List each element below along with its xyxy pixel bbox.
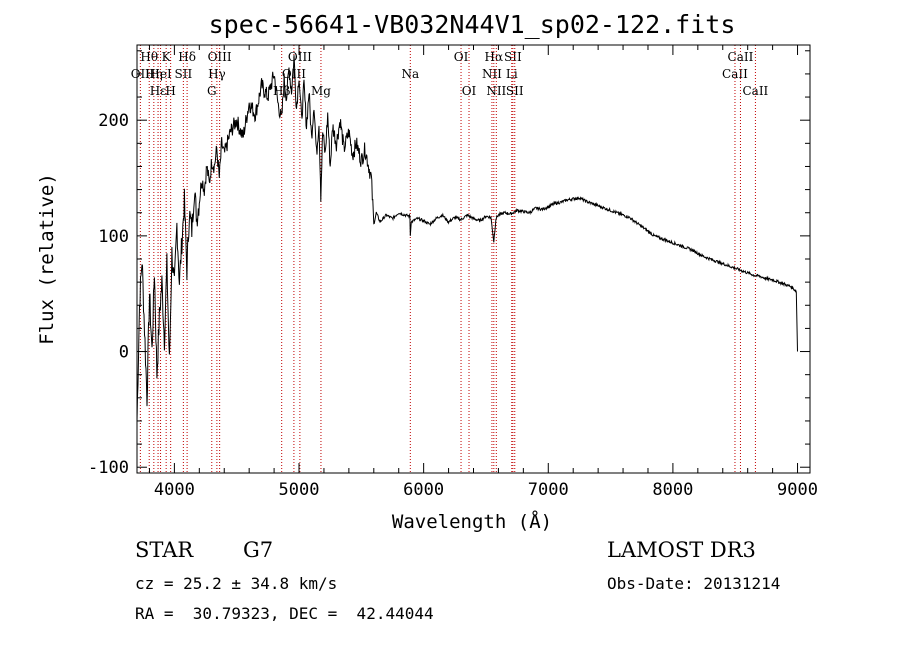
line-label: NII xyxy=(482,67,502,81)
y-tick-label: 200 xyxy=(98,111,129,131)
survey-name: LAMOST DR3 xyxy=(607,538,756,562)
chart-title: spec-56641-VB032N44V1_sp02-122.fits xyxy=(209,10,736,39)
line-label: CaII xyxy=(742,84,768,98)
x-tick-label: 9000 xyxy=(777,480,818,500)
line-label: SII xyxy=(504,50,522,64)
line-label: Na xyxy=(401,67,419,81)
line-label: Hδ xyxy=(178,50,196,64)
line-label: Mg xyxy=(311,84,331,98)
line-label: OIII xyxy=(282,67,306,81)
line-label: OI xyxy=(462,84,477,98)
line-label: Li xyxy=(506,67,518,81)
line-label: Hη xyxy=(145,67,163,81)
line-label: NII xyxy=(486,84,506,98)
line-label: Hα xyxy=(485,50,504,64)
object-class: STAR xyxy=(135,538,194,562)
spectral-line-markers: OIIHθHηHεHeIKHSIIHδGHγOIIIHβOIIIOIIIMgNa… xyxy=(131,45,769,473)
line-label: G xyxy=(207,84,217,98)
y-tick-label: -100 xyxy=(88,458,129,478)
line-label: HeI xyxy=(149,67,172,81)
axis-ticks: 4000 5000 6000 7000 8000 9000 -100 0 100 200 xyxy=(88,45,818,500)
line-label: Hγ xyxy=(208,67,226,81)
line-label: SII xyxy=(506,84,524,98)
x-tick-label: 7000 xyxy=(528,480,569,500)
x-tick-label: 4000 xyxy=(154,480,195,500)
coordinates: RA = 30.79323, DEC = 42.44044 xyxy=(135,604,434,623)
obs-date: Obs-Date: 20131214 xyxy=(607,574,781,593)
line-label: K xyxy=(162,50,172,64)
redshift-text: cz = 25.2 ± 34.8 km/s xyxy=(135,574,338,593)
spectrum-trace xyxy=(136,55,798,422)
x-tick-label: 8000 xyxy=(652,480,693,500)
y-tick-label: 100 xyxy=(98,227,129,247)
line-label: OIII xyxy=(288,50,312,64)
line-label: Hε xyxy=(150,84,167,98)
line-label: CaII xyxy=(722,67,748,81)
x-axis-label: Wavelength (Å) xyxy=(392,510,552,533)
x-tick-label: 6000 xyxy=(403,480,444,500)
object-subclass: G7 xyxy=(243,538,274,562)
x-tick-label: 5000 xyxy=(279,480,320,500)
line-label: CaII xyxy=(728,50,754,64)
y-tick-label: 0 xyxy=(119,343,129,363)
line-label: H xyxy=(165,84,175,98)
line-label: Hθ xyxy=(140,50,158,64)
line-label: OI xyxy=(454,50,469,64)
line-label: OIII xyxy=(208,50,232,64)
y-axis-label: Flux (relative) xyxy=(36,173,58,345)
line-label: SII xyxy=(175,67,193,81)
